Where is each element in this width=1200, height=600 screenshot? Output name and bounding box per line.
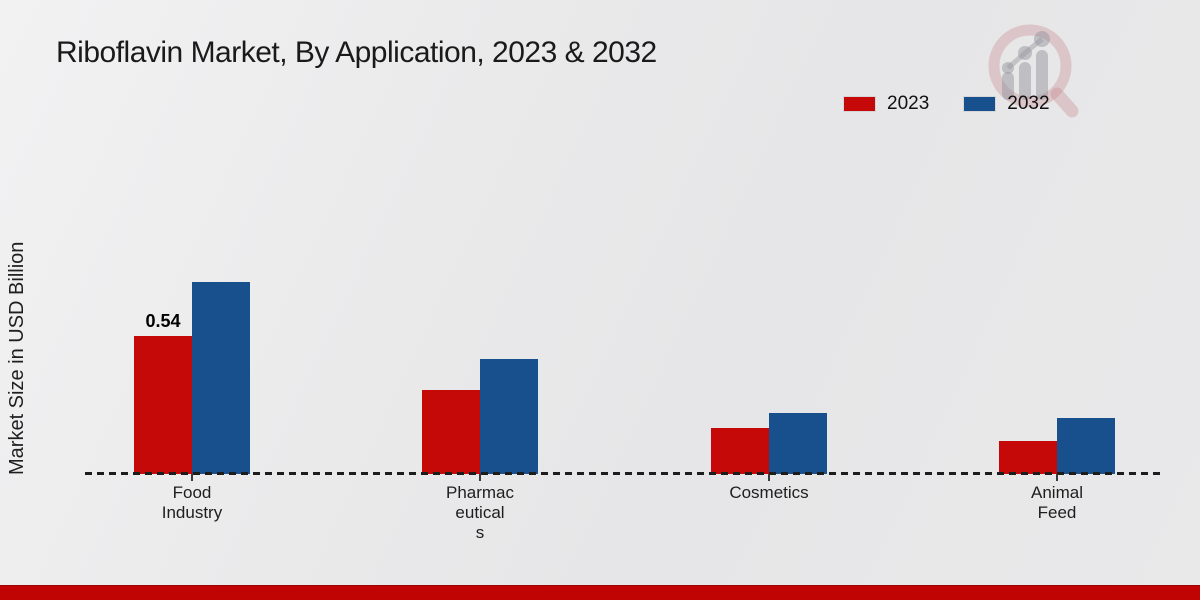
bar-2032-pharmaceuticals: [480, 359, 538, 474]
legend-item-2023: 2023: [843, 93, 929, 115]
x-axis-label-pharmaceuticals: Pharmac eutical s: [445, 483, 515, 542]
chart-title: Riboflavin Market, By Application, 2023 …: [56, 36, 657, 69]
bar-2023-pharmaceuticals: [422, 390, 480, 474]
bar-2032-cosmetics: [769, 413, 827, 474]
x-axis-label-food-industry: Food Industry: [161, 483, 223, 522]
x-axis-line: [85, 472, 1165, 475]
legend-item-2032: 2032: [963, 93, 1050, 115]
x-axis-label-animal-feed: Animal Feed: [1031, 483, 1083, 522]
legend-label-2023: 2023: [887, 93, 930, 114]
bar-2032-food-industry: [192, 282, 250, 474]
legend: 2023 2032: [843, 93, 1050, 115]
x-axis-tick-cosmetics: [768, 474, 770, 481]
magnifier-bar-chart-logo-icon: [988, 24, 1079, 118]
bar-2023-cosmetics: [711, 428, 769, 474]
x-axis-label-cosmetics: Cosmetics: [729, 483, 809, 502]
legend-swatch-2023: [843, 96, 876, 112]
bar-2023-animal-feed: [999, 441, 1057, 474]
legend-swatch-2032: [963, 96, 997, 112]
bar-value-label: 0.54: [145, 311, 181, 331]
x-axis-tick-animal-feed: [1056, 474, 1058, 481]
x-axis-tick-food-industry: [191, 474, 193, 481]
legend-label-2032: 2032: [1007, 93, 1050, 114]
bar-2023-food-industry: [134, 336, 192, 474]
x-axis-tick-pharmaceuticals: [479, 474, 481, 481]
footer-bar: [0, 585, 1200, 600]
bar-2032-animal-feed: [1057, 418, 1115, 474]
